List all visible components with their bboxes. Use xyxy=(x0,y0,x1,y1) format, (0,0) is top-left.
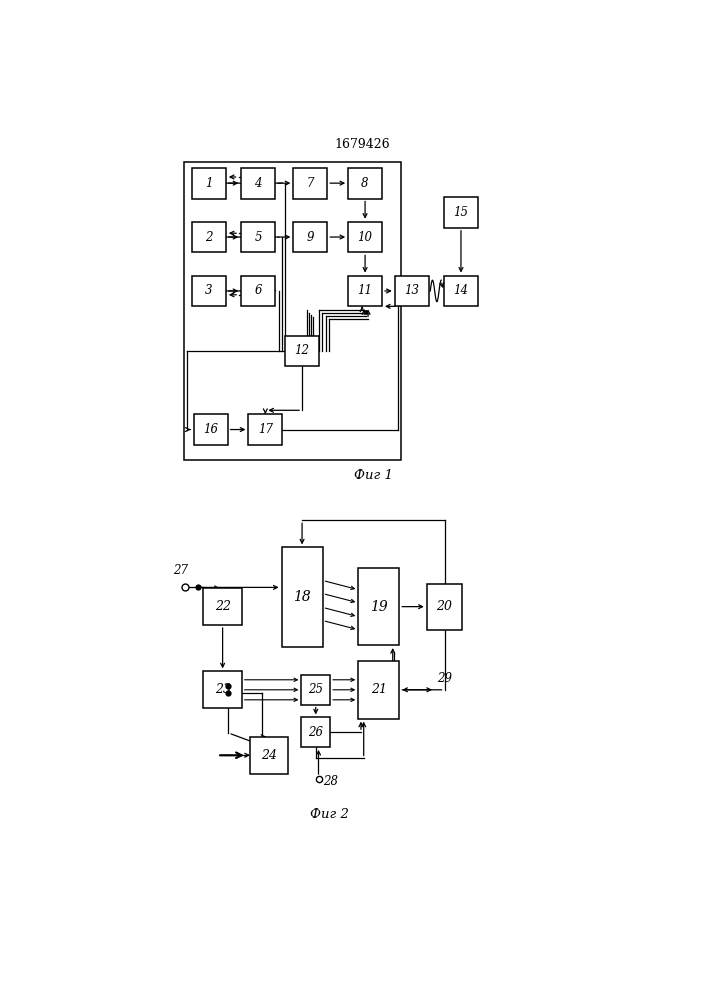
Text: 1679426: 1679426 xyxy=(334,138,390,151)
FancyBboxPatch shape xyxy=(241,168,275,199)
FancyBboxPatch shape xyxy=(444,276,478,306)
Text: 11: 11 xyxy=(358,284,373,297)
Text: 19: 19 xyxy=(370,600,387,614)
Text: 14: 14 xyxy=(453,284,469,297)
Text: 21: 21 xyxy=(370,683,387,696)
FancyBboxPatch shape xyxy=(241,276,275,306)
Text: 15: 15 xyxy=(453,206,469,219)
FancyBboxPatch shape xyxy=(427,584,462,630)
Text: 28: 28 xyxy=(323,775,338,788)
FancyBboxPatch shape xyxy=(204,588,242,625)
FancyBboxPatch shape xyxy=(248,414,282,445)
Text: 3: 3 xyxy=(205,284,213,297)
Text: 16: 16 xyxy=(203,423,218,436)
FancyBboxPatch shape xyxy=(444,197,478,228)
FancyBboxPatch shape xyxy=(293,168,327,199)
FancyBboxPatch shape xyxy=(358,568,399,645)
Text: 22: 22 xyxy=(215,600,230,613)
FancyBboxPatch shape xyxy=(301,675,330,705)
Text: 5: 5 xyxy=(255,231,262,244)
FancyBboxPatch shape xyxy=(204,671,242,708)
FancyBboxPatch shape xyxy=(194,414,228,445)
Text: 26: 26 xyxy=(308,726,323,739)
FancyBboxPatch shape xyxy=(348,276,382,306)
FancyBboxPatch shape xyxy=(348,168,382,199)
Text: 18: 18 xyxy=(293,590,311,604)
Text: 8: 8 xyxy=(361,177,369,190)
FancyBboxPatch shape xyxy=(281,547,322,647)
FancyBboxPatch shape xyxy=(250,737,288,774)
Text: 23: 23 xyxy=(215,683,230,696)
Text: 29: 29 xyxy=(437,672,452,685)
Text: 25: 25 xyxy=(308,683,323,696)
Text: 13: 13 xyxy=(404,284,419,297)
Text: 4: 4 xyxy=(255,177,262,190)
FancyBboxPatch shape xyxy=(301,717,330,747)
FancyBboxPatch shape xyxy=(395,276,428,306)
FancyBboxPatch shape xyxy=(192,222,226,252)
FancyBboxPatch shape xyxy=(192,276,226,306)
FancyBboxPatch shape xyxy=(241,222,275,252)
FancyBboxPatch shape xyxy=(192,168,226,199)
Text: 9: 9 xyxy=(307,231,314,244)
Text: Фиг 2: Фиг 2 xyxy=(310,808,349,821)
Text: 6: 6 xyxy=(255,284,262,297)
Text: 27: 27 xyxy=(173,564,188,577)
Text: 7: 7 xyxy=(307,177,314,190)
Text: 20: 20 xyxy=(436,600,452,613)
Text: 1: 1 xyxy=(205,177,213,190)
Text: Фиг 1: Фиг 1 xyxy=(354,469,392,482)
FancyBboxPatch shape xyxy=(293,222,327,252)
Text: 2: 2 xyxy=(205,231,213,244)
FancyBboxPatch shape xyxy=(348,222,382,252)
Text: 10: 10 xyxy=(358,231,373,244)
Text: 17: 17 xyxy=(258,423,273,436)
Text: 24: 24 xyxy=(261,749,277,762)
Text: 12: 12 xyxy=(295,344,310,358)
FancyBboxPatch shape xyxy=(358,661,399,719)
FancyBboxPatch shape xyxy=(285,336,319,366)
